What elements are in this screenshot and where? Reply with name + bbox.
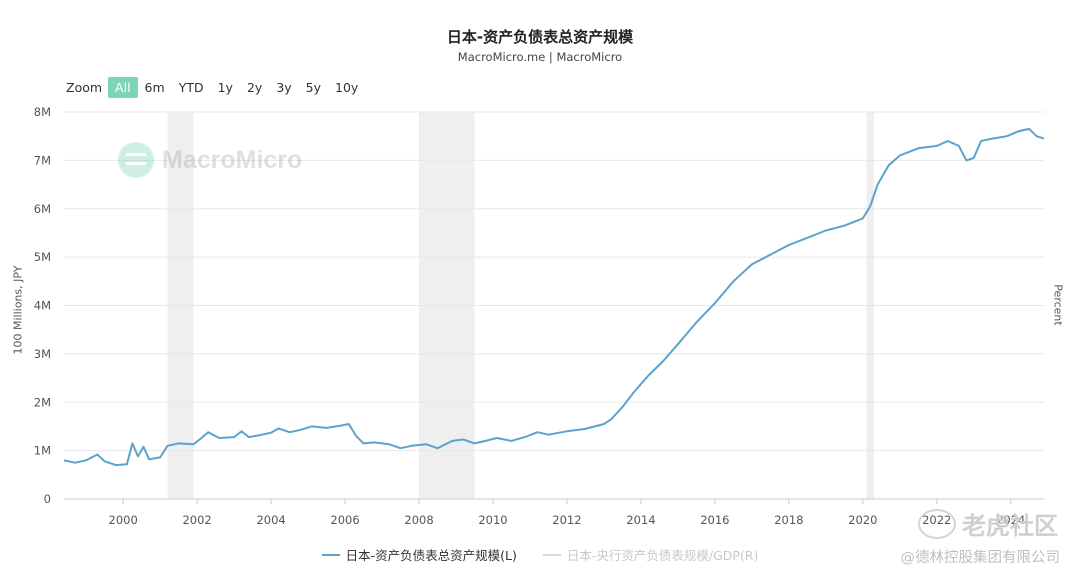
- zoom-ytd-button[interactable]: YTD: [178, 80, 204, 95]
- y-tick-label: 0: [44, 492, 51, 506]
- y-tick-label: 7M: [34, 153, 51, 167]
- y-tick-label: 6M: [34, 202, 51, 216]
- x-tick-label: 2024: [996, 513, 1025, 527]
- y-axis-label-left-text: 100 Millions, JPY: [11, 265, 25, 355]
- y-axis-label-right: Percent: [1048, 284, 1068, 325]
- watermark-text: MacroMicro: [162, 145, 303, 174]
- legend-label-total-assets: 日本-资产负债表总资产规模(L): [345, 548, 517, 563]
- legend: 日本-资产负债表总资产规模(L) 日本-央行资产负债表规模/GDP(R): [0, 545, 1080, 564]
- x-tick-label: 2004: [256, 513, 285, 527]
- series-line-total-assets: [63, 127, 1045, 467]
- legend-item-total-assets[interactable]: 日本-资产负债表总资产规模(L): [321, 545, 517, 564]
- company-credit: @德林控股集团有限公司: [900, 550, 1061, 566]
- x-tick-label: 2014: [626, 513, 655, 527]
- x-tick-label: 2020: [848, 513, 877, 527]
- watermark: MacroMicro: [118, 142, 302, 178]
- x-tick-label: 2008: [404, 513, 433, 527]
- x-tick-label: 2000: [109, 513, 138, 527]
- zoom-2y-button[interactable]: 2y: [246, 80, 263, 95]
- legend-swatch-total-assets: [321, 553, 340, 556]
- zoom-label: Zoom: [66, 80, 103, 95]
- y-tick-label: 4M: [34, 299, 51, 313]
- zoom-all-button[interactable]: All: [108, 77, 138, 98]
- tiger-community-brand: 老虎社区: [918, 506, 1058, 541]
- x-tick-label: 2016: [700, 513, 729, 527]
- y-tick-label: 5M: [34, 250, 51, 264]
- zoom-5y-button[interactable]: 5y: [305, 80, 322, 95]
- y-axis-label-left: 100 Millions, JPY: [8, 266, 28, 355]
- legend-label-bs-gdp: 日本-央行资产负债表规模/GDP(R): [566, 548, 759, 563]
- x-tick-label: 2010: [478, 513, 507, 527]
- y-tick-label: 1M: [34, 444, 51, 458]
- y-axis-label-right-text: Percent: [1051, 284, 1065, 326]
- y-tick-label: 8M: [34, 105, 51, 119]
- zoom-1y-button[interactable]: 1y: [217, 80, 233, 95]
- brand-text: 老虎社区: [962, 512, 1058, 540]
- x-tick-label: 2006: [330, 513, 359, 527]
- x-tick-label: 2002: [182, 513, 211, 527]
- y-tick-label: 2M: [34, 395, 51, 409]
- macromicro-logo-icon: [118, 142, 154, 178]
- chart-subtitle: MacroMicro.me | MacroMicro: [457, 50, 623, 64]
- chart-title: 日本-资产负债表总资产规模: [446, 28, 634, 46]
- legend-item-bs-gdp[interactable]: 日本-央行资产负债表规模/GDP(R): [542, 545, 759, 564]
- legend-swatch-bs-gdp: [542, 553, 561, 556]
- tiger-logo-icon: [918, 508, 956, 539]
- zoom-bar: Zoom All 6m YTD 1y 2y 3y 5y 10y: [66, 77, 365, 98]
- x-tick-label: 2018: [774, 513, 803, 527]
- zoom-6m-button[interactable]: 6m: [144, 80, 165, 95]
- zoom-10y-button[interactable]: 10y: [335, 80, 359, 95]
- x-tick-label: 2012: [552, 513, 581, 527]
- y-tick-label: 3M: [34, 347, 51, 361]
- zoom-3y-button[interactable]: 3y: [276, 80, 292, 95]
